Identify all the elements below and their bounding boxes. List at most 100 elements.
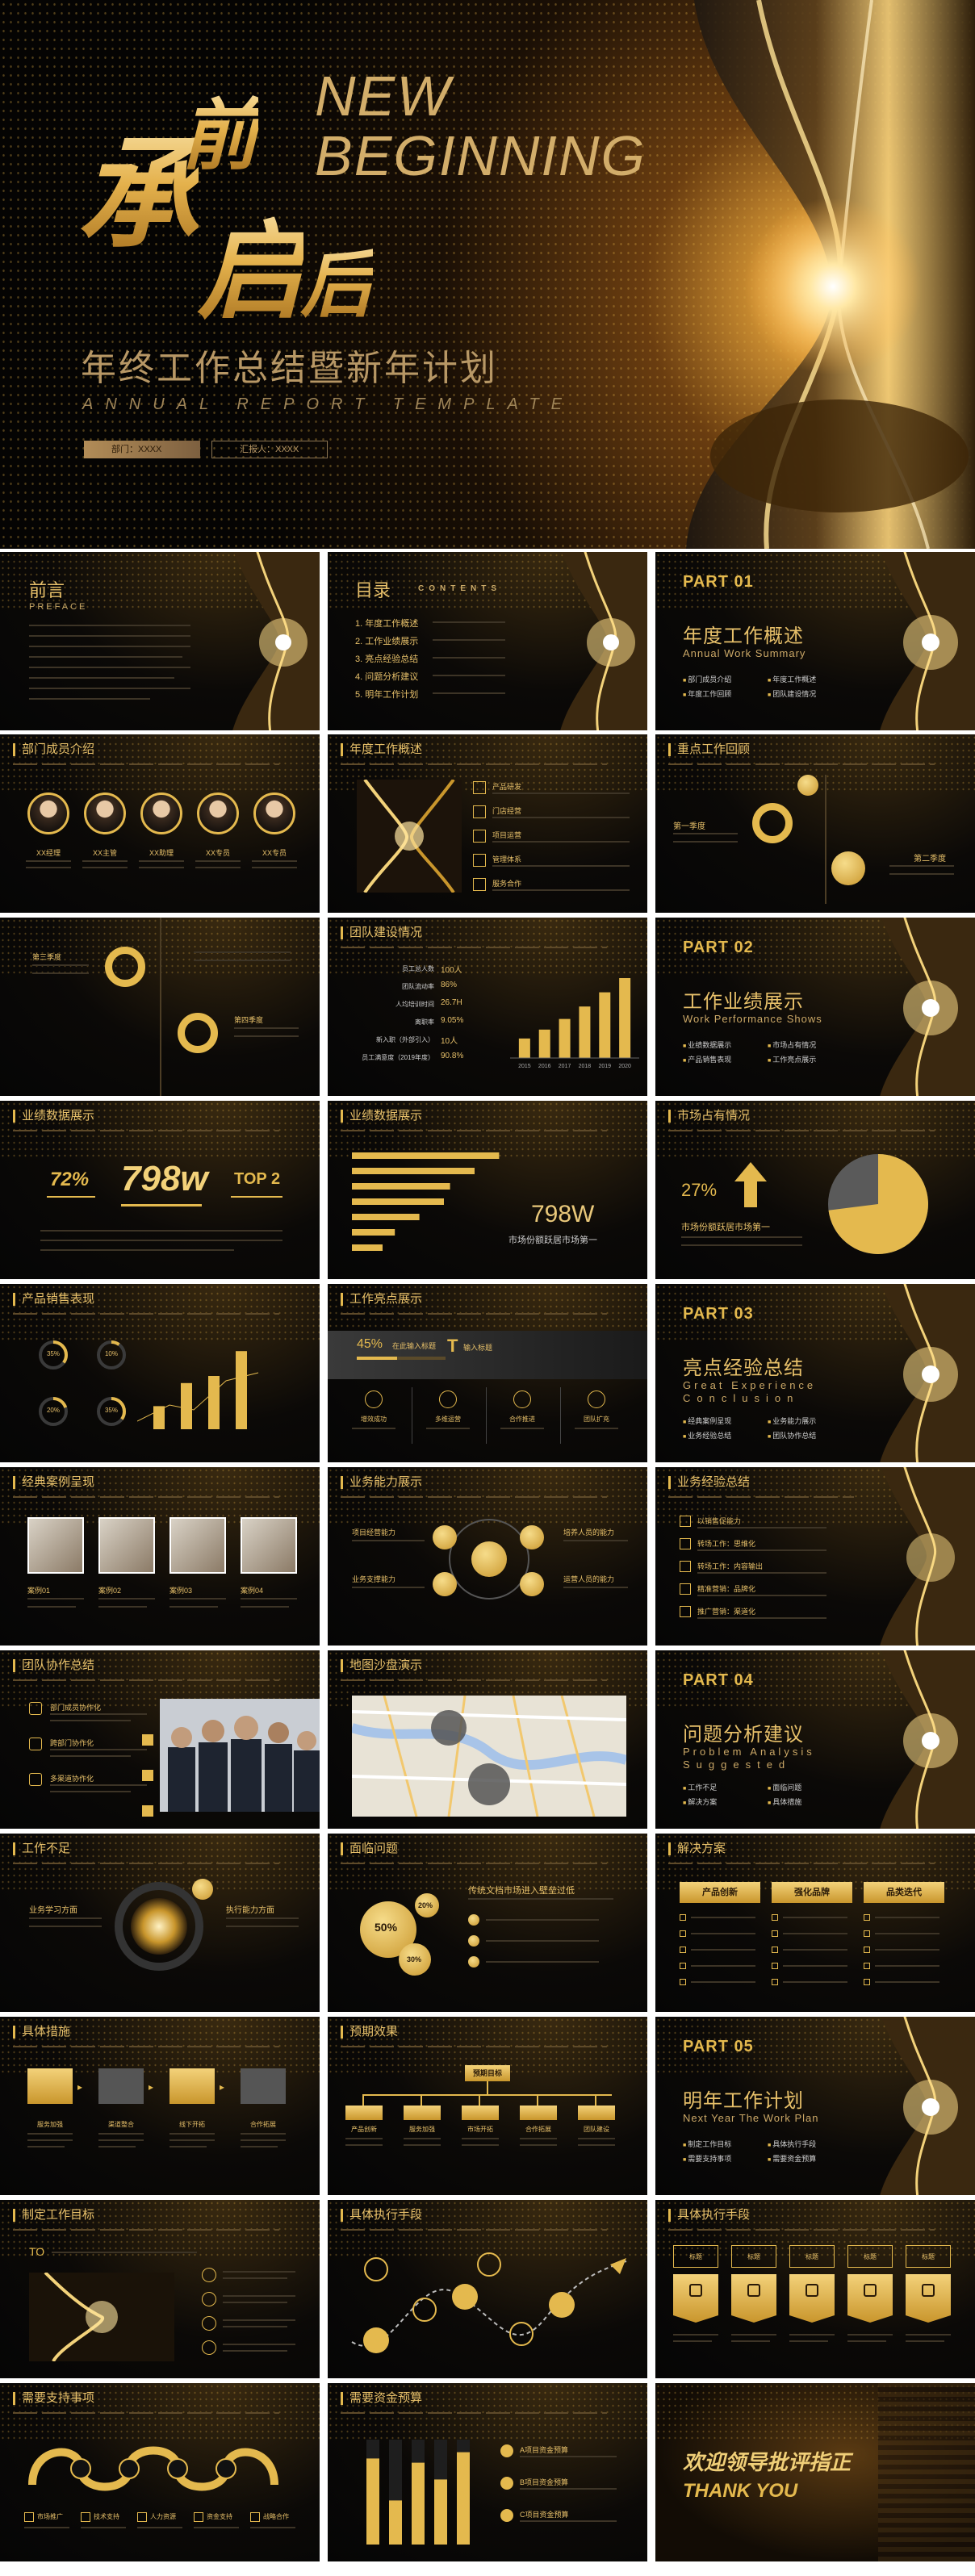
map-marker	[431, 1710, 467, 1746]
toc-item[interactable]: 5. 明年工作计划	[355, 690, 419, 700]
toc-item-line	[433, 692, 505, 694]
measure-step	[169, 2068, 215, 2104]
team-value: 9.05%	[441, 1016, 464, 1025]
slide-part02[interactable]: PART 02 工作业绩展示 Work Performance Shows 业绩…	[655, 918, 975, 1096]
member-desc-line	[82, 860, 128, 862]
slide-cases[interactable]: 经典案例呈现 案例01 案例02 案例03 案例04	[0, 1467, 320, 1646]
team-bar-label: 2015	[518, 1064, 531, 1069]
expected-line	[578, 2138, 615, 2139]
sales-ring-svg	[39, 1340, 68, 1370]
expected-root: 预期目标	[465, 2065, 510, 2081]
team-key: 新入职（外部引入）	[376, 1036, 434, 1043]
slide-toc[interactable]: 目录 CONTENTS 1. 年度工作概述 2. 工作业绩展示 3. 亮点经验总结 4…	[328, 552, 647, 730]
toc-item[interactable]: 1. 年度工作概述	[355, 619, 419, 629]
teamwork-icon	[29, 1702, 42, 1715]
experience-line	[697, 1617, 826, 1619]
toc-item[interactable]: 2. 工作业绩展示	[355, 637, 419, 646]
slide-problems[interactable]: 面临问题 50% 20% 30% 传统文档市场进入壁垒过低	[328, 1834, 647, 2012]
slide-expected[interactable]: 预期效果 预期目标 产品创新 服务加强 市场开拓 合作拓展 团队建设	[328, 2017, 647, 2195]
slide-measures[interactable]: 具体措施 ▸ 服务加强 ▸ 渠道整合 ▸ 线下开拓 合作拓展	[0, 2017, 320, 2195]
goal-line	[223, 2271, 295, 2273]
cover-slide[interactable]: 承 前 启 后 NEW BEGINNING 年终工作总结暨新年计划 ANNUAL…	[0, 0, 975, 549]
team-bar	[559, 1018, 571, 1058]
ability-left-2: 业务支撑能力	[352, 1575, 396, 1583]
slide-map[interactable]: 地图沙盘演示	[328, 1650, 647, 1829]
slide-highlight[interactable]: 工作亮点展示 45% 在此输入标题 T 输入标题 增效成功 多维运营 合作推进 团队扩…	[328, 1284, 647, 1462]
slide-part01[interactable]: PART 01 年度工作概述 Annual Work Summary 部门成员介…	[655, 552, 975, 730]
cover-cn-title: 承 前 启 后	[77, 73, 400, 332]
budget-bar-chart	[366, 2440, 470, 2545]
slide-perf1[interactable]: 业绩数据展示 72% 798w TOP 2	[0, 1101, 320, 1279]
highlight-icon	[439, 1390, 457, 1408]
thumb-up-icon	[471, 1541, 507, 1577]
slide-review[interactable]: 重点工作回顾 第一季度 第二季度	[655, 734, 975, 913]
slide-title: 具体执行手段	[341, 2209, 422, 2222]
slide-title: 面临问题	[341, 1842, 398, 1855]
experience-icon	[680, 1561, 691, 1572]
slide-part05[interactable]: PART 05 明年工作计划 Next Year The Work Plan 制…	[655, 2017, 975, 2195]
overview-item: 产品研发	[492, 783, 522, 791]
hourglass-icon	[560, 552, 647, 730]
team-bar	[619, 978, 631, 1058]
map-view[interactable]	[352, 1696, 626, 1817]
solution-line	[875, 1917, 939, 1918]
ability-left-1: 项目经营能力	[352, 1528, 396, 1537]
case-line	[169, 1598, 226, 1600]
slide-teamwork[interactable]: 团队协作总结 部门成员协作化 跨部门协作化 多渠道协作化	[0, 1650, 320, 1829]
support-line	[137, 2527, 182, 2528]
chevron-right-icon: ▸	[77, 2081, 83, 2093]
perf-hbar	[352, 1183, 450, 1190]
slide-exec[interactable]: 具体执行手段	[328, 2200, 647, 2378]
slide-review2[interactable]: 第三季度 第四季度	[0, 918, 320, 1096]
support-label: 资金支持	[207, 2513, 232, 2520]
teamwork-icon	[29, 1738, 42, 1750]
highlight-divider	[486, 1387, 487, 1444]
slide-solutions[interactable]: 解决方案 产品创新 强化品牌 品类迭代	[655, 1834, 975, 2012]
support-icon	[24, 2512, 34, 2522]
part-bullets: 部门成员介绍年度工作概述 年度工作回顾团队建设情况	[683, 673, 860, 702]
slide-overview[interactable]: 年度工作概述 产品研发 门店经营 项目运营 管理体系 服务合作	[328, 734, 647, 913]
slide-exec2[interactable]: 具体执行手段 标题 标题 标题 标题 标题	[655, 2200, 975, 2378]
slide-goals[interactable]: 制定工作目标 TO	[0, 2200, 320, 2378]
part-bullet: 年度工作概述	[768, 673, 852, 688]
budget-item: C项目资金预算	[520, 2511, 569, 2519]
toc-item[interactable]: 4. 问题分析建议	[355, 672, 419, 682]
slide-shortfall[interactable]: 工作不足 业务学习方面 执行能力方面	[0, 1834, 320, 2012]
team-value: 26.7H	[441, 998, 462, 1007]
slide-members[interactable]: 部门成员介绍 XX经理 XX主管 XX助理 XX专员 XX专员	[0, 734, 320, 913]
slide-part03[interactable]: PART 03 亮点经验总结 Great Experience Conclusi…	[655, 1284, 975, 1462]
perf-hbar-chart	[352, 1152, 500, 1251]
solution-line	[783, 1933, 847, 1934]
review-fourth: 第四季度	[234, 1016, 264, 1024]
part-title: 问题分析建议	[683, 1724, 804, 1746]
slide-team[interactable]: 团队建设情况 员工总人数 100人 团队流动率 86% 人均培训时间 26.7H 离职率 9.…	[328, 918, 647, 1096]
experience-icon	[680, 1538, 691, 1549]
measure-line	[27, 2146, 65, 2147]
slide-sales[interactable]: 产品销售表现 35% 10% 20% 35%	[0, 1284, 320, 1462]
slide-support[interactable]: 需要支持事项 市场推广 技术支持 人力资源 资金支持 战略合作	[0, 2383, 320, 2561]
hourglass-icon	[880, 1650, 975, 1829]
slide-ability[interactable]: 业务能力展示 项目经营能力 业务支撑能力 培养人员的能力 运营人员的能力	[328, 1467, 647, 1646]
team-bar-label: 2018	[579, 1064, 592, 1069]
highlight-icon	[365, 1390, 383, 1408]
problem-p3: 30%	[407, 1955, 422, 1963]
slide-preface[interactable]: 前言 PREFACE	[0, 552, 320, 730]
teamwork-item: 部门成员协作化	[50, 1704, 102, 1712]
slide-perf2[interactable]: 业绩数据展示 798W 市场份额跃居市场第一	[328, 1101, 647, 1279]
toc-item-line	[433, 639, 505, 641]
expected-line	[345, 2144, 383, 2146]
expected-leaf-label: 市场开拓	[467, 2126, 493, 2133]
highlight-icon	[513, 1390, 531, 1408]
slide-market[interactable]: 市场占有情况 27% 市场份额跃居市场第一	[655, 1101, 975, 1279]
shortfall-right: 执行能力方面	[226, 1906, 274, 1915]
goal-icon	[202, 2292, 216, 2306]
team-bar-label: 2017	[559, 1064, 571, 1069]
slide-budget[interactable]: 需要资金预算 A项目资金预算 B项目资金预算 C项目资金预算	[328, 2383, 647, 2561]
toc-item[interactable]: 3. 亮点经验总结	[355, 654, 419, 664]
slide-thanks[interactable]: 欢迎领导批评指正 THANK YOU	[655, 2383, 975, 2561]
highlight-stat: 45%	[357, 1337, 383, 1351]
overview-icon	[473, 878, 486, 891]
measure-step	[241, 2068, 286, 2104]
slide-experience[interactable]: 业务经验总结 以销售促能力 转场工作：思维化 转场工作：内容输出 精准营销：品牌化 推广…	[655, 1467, 975, 1646]
slide-part04[interactable]: PART 04 问题分析建议 Problem Analysis Suggeste…	[655, 1650, 975, 1829]
